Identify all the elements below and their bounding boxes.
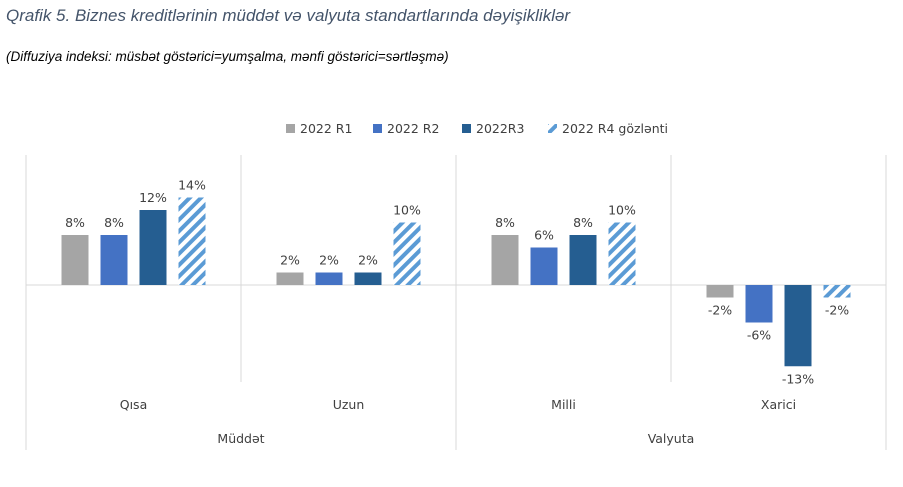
bar-2022-r2-3 (745, 285, 773, 323)
chart-title: Qrafik 5. Biznes kreditlərinin müddət və… (6, 6, 571, 25)
legend-label: 2022 R1 (300, 121, 352, 136)
bars (61, 197, 851, 367)
category-labels: Qısa Uzun Milli Xarici Müddət Valyuta (120, 397, 796, 446)
legend-swatch (548, 124, 557, 133)
legend-label: 2022 R4 gözlənti (562, 121, 668, 136)
group-label: Müddət (217, 431, 264, 446)
data-label: 2% (319, 253, 339, 268)
category-label: Uzun (333, 397, 365, 412)
data-label: 12% (139, 190, 167, 205)
category-label: Milli (551, 397, 576, 412)
data-label: 14% (178, 178, 206, 193)
data-label: 10% (393, 203, 421, 218)
bar-2022-r2-0 (100, 235, 128, 285)
bar-2022r3-2 (569, 235, 597, 285)
data-label: 8% (573, 215, 593, 230)
data-labels: 8% 8% 12% 14% 2% 2% 2% 10% 8% 6% 8% 10% -2% -6% -13% -2… (65, 178, 849, 387)
chart-subtitle: (Diffuziya indeksi: müsbət göstərici=yum… (6, 49, 449, 64)
data-label: -6% (747, 328, 771, 343)
legend-label: 2022 R2 (387, 121, 439, 136)
legend-item: 2022 R4 gözlənti (548, 121, 668, 136)
data-label: 2% (280, 253, 300, 268)
bar-2022r3-0 (139, 210, 167, 285)
data-label: 2% (358, 253, 378, 268)
bar-2022-r1-1 (276, 272, 304, 285)
category-label: Xarici (761, 397, 796, 412)
bar-2022-r4-gözlənti-3 (823, 285, 851, 298)
data-label: 8% (495, 215, 515, 230)
bar-2022-r4-gözlənti-1 (393, 222, 421, 285)
legend-item: 2022 R2 (373, 121, 439, 136)
legend-swatch (462, 124, 471, 133)
category-label: Qısa (120, 397, 147, 412)
data-label: -2% (708, 303, 732, 318)
data-label: 8% (65, 215, 85, 230)
legend-label: 2022R3 (476, 121, 524, 136)
data-label: 6% (534, 228, 554, 243)
legend-item: 2022 R1 (286, 121, 352, 136)
bar-2022-r2-2 (530, 247, 558, 285)
data-label: -13% (782, 371, 814, 386)
bar-2022-r1-2 (491, 235, 519, 285)
bar-2022-r4-gözlənti-0 (178, 197, 206, 285)
data-label: 8% (104, 215, 124, 230)
group-label: Valyuta (648, 431, 695, 446)
axis-frame (25, 155, 887, 450)
legend-swatch (373, 124, 382, 133)
legend-item: 2022R3 (462, 121, 524, 136)
data-label: 10% (608, 203, 636, 218)
bar-2022-r1-3 (706, 285, 734, 298)
bar-2022-r1-0 (61, 235, 89, 285)
legend: 2022 R1 2022 R2 2022R3 2022 R4 gözlənti (286, 121, 668, 136)
legend-swatch (286, 124, 295, 133)
bar-2022r3-3 (784, 285, 812, 367)
data-label: -2% (825, 303, 849, 318)
bar-2022-r4-gözlənti-2 (608, 222, 636, 285)
bar-2022-r2-1 (315, 272, 343, 285)
bar-2022r3-1 (354, 272, 382, 285)
